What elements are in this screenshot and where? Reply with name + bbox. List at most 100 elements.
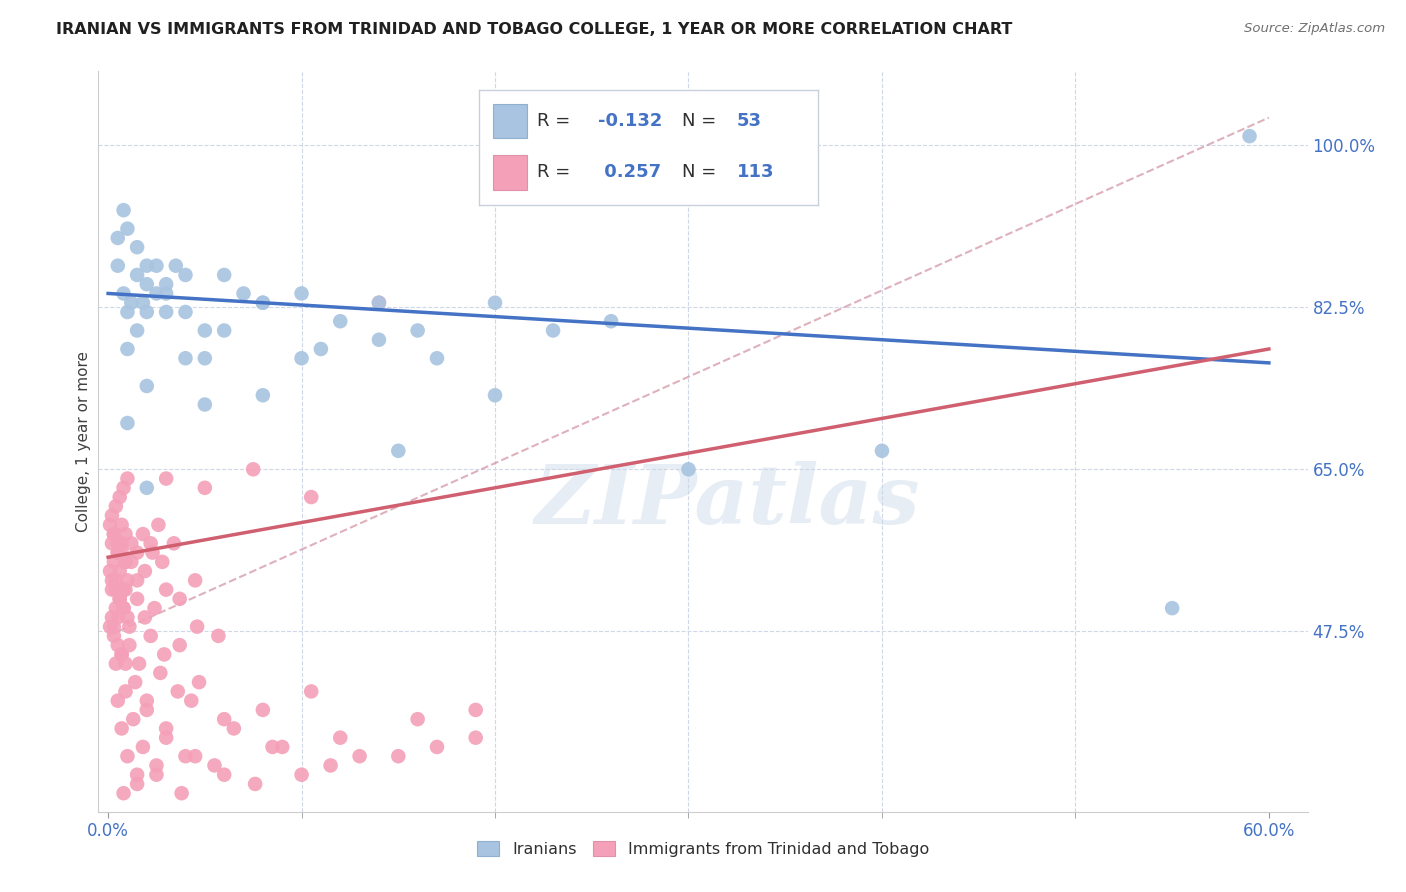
- Text: ZIPatlas: ZIPatlas: [534, 461, 920, 541]
- Y-axis label: College, 1 year or more: College, 1 year or more: [76, 351, 91, 532]
- Point: [135, 259, 157, 273]
- Point: [104, 500, 127, 514]
- Point: [101, 508, 124, 523]
- Point: [127, 323, 149, 337]
- Point: [135, 481, 157, 495]
- Text: Source: ZipAtlas.com: Source: ZipAtlas.com: [1244, 22, 1385, 36]
- Point: [349, 749, 371, 764]
- Point: [166, 684, 188, 698]
- Point: [319, 758, 342, 772]
- Point: [127, 767, 149, 781]
- Point: [464, 703, 486, 717]
- Point: [124, 675, 146, 690]
- Point: [114, 555, 136, 569]
- Point: [174, 351, 197, 366]
- Point: [98, 564, 121, 578]
- Point: [117, 472, 139, 486]
- Point: [174, 268, 197, 282]
- Point: [188, 675, 211, 690]
- Point: [108, 564, 131, 578]
- Point: [232, 286, 254, 301]
- Point: [194, 351, 217, 366]
- Point: [426, 351, 449, 366]
- Point: [387, 749, 409, 764]
- Point: [107, 638, 129, 652]
- Point: [299, 684, 322, 698]
- Point: [104, 574, 127, 588]
- Point: [153, 648, 176, 662]
- Point: [406, 712, 429, 726]
- Point: [108, 591, 131, 606]
- Point: [426, 739, 449, 754]
- Point: [184, 574, 207, 588]
- Point: [163, 536, 186, 550]
- Point: [142, 545, 165, 560]
- Point: [150, 555, 173, 569]
- Point: [134, 610, 156, 624]
- Point: [174, 305, 197, 319]
- Point: [194, 323, 217, 337]
- Point: [111, 536, 134, 550]
- Point: [127, 545, 149, 560]
- Point: [165, 259, 187, 273]
- Point: [222, 722, 245, 736]
- Point: [484, 295, 506, 310]
- Point: [252, 388, 274, 402]
- Point: [194, 398, 217, 412]
- Point: [117, 305, 139, 319]
- Point: [107, 545, 129, 560]
- Point: [368, 333, 391, 347]
- Point: [600, 314, 623, 328]
- Point: [271, 739, 294, 754]
- Point: [120, 555, 142, 569]
- Point: [299, 490, 322, 504]
- Point: [107, 545, 129, 560]
- Point: [145, 259, 167, 273]
- Point: [114, 527, 136, 541]
- Point: [108, 591, 131, 606]
- Point: [128, 657, 150, 671]
- Point: [212, 268, 235, 282]
- Point: [111, 545, 134, 560]
- Point: [155, 731, 177, 745]
- Point: [243, 777, 266, 791]
- Point: [309, 342, 332, 356]
- Point: [127, 777, 149, 791]
- Point: [145, 758, 167, 772]
- Point: [368, 295, 391, 310]
- Point: [103, 555, 125, 569]
- Point: [114, 684, 136, 698]
- Point: [155, 472, 177, 486]
- Point: [101, 582, 124, 597]
- Point: [117, 342, 139, 356]
- Point: [118, 620, 141, 634]
- Point: [107, 536, 129, 550]
- Point: [139, 536, 162, 550]
- Point: [127, 591, 149, 606]
- Point: [117, 416, 139, 430]
- Point: [132, 295, 155, 310]
- Point: [103, 527, 125, 541]
- Point: [143, 601, 166, 615]
- Point: [387, 443, 409, 458]
- Point: [155, 722, 177, 736]
- Point: [329, 314, 352, 328]
- Point: [252, 703, 274, 717]
- Point: [135, 703, 157, 717]
- Point: [112, 582, 135, 597]
- Point: [98, 517, 121, 532]
- Point: [252, 295, 274, 310]
- Point: [117, 749, 139, 764]
- Point: [112, 601, 135, 615]
- Point: [169, 591, 191, 606]
- Point: [139, 629, 162, 643]
- Point: [132, 527, 155, 541]
- Point: [262, 739, 284, 754]
- Point: [101, 536, 124, 550]
- Point: [180, 694, 202, 708]
- Point: [111, 517, 134, 532]
- Point: [148, 517, 170, 532]
- Point: [204, 758, 226, 772]
- Point: [112, 203, 135, 218]
- Point: [242, 462, 264, 476]
